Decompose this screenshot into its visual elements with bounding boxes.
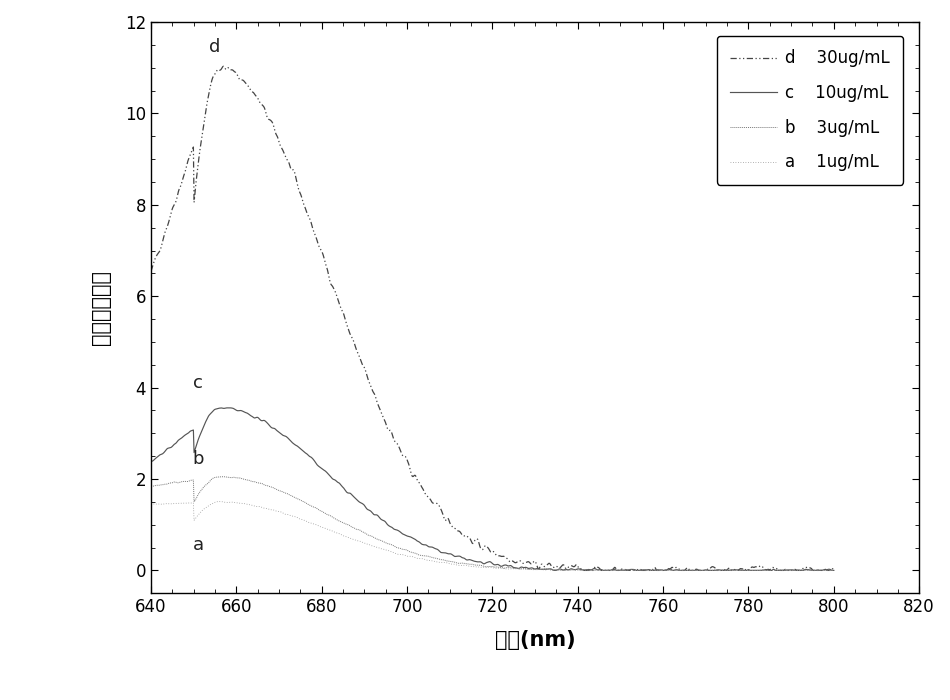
Text: a: a [193, 536, 203, 554]
Text: b: b [192, 449, 203, 468]
Legend: d    30ug/mL, c    10ug/mL, b    3ug/mL, a    1ug/mL: d 30ug/mL, c 10ug/mL, b 3ug/mL, a 1ug/mL [716, 36, 903, 185]
Y-axis label: 相对荧光强度: 相对荧光强度 [91, 270, 111, 345]
Text: d: d [209, 38, 220, 56]
X-axis label: 波长(nm): 波长(nm) [495, 630, 576, 650]
Text: c: c [193, 374, 203, 392]
